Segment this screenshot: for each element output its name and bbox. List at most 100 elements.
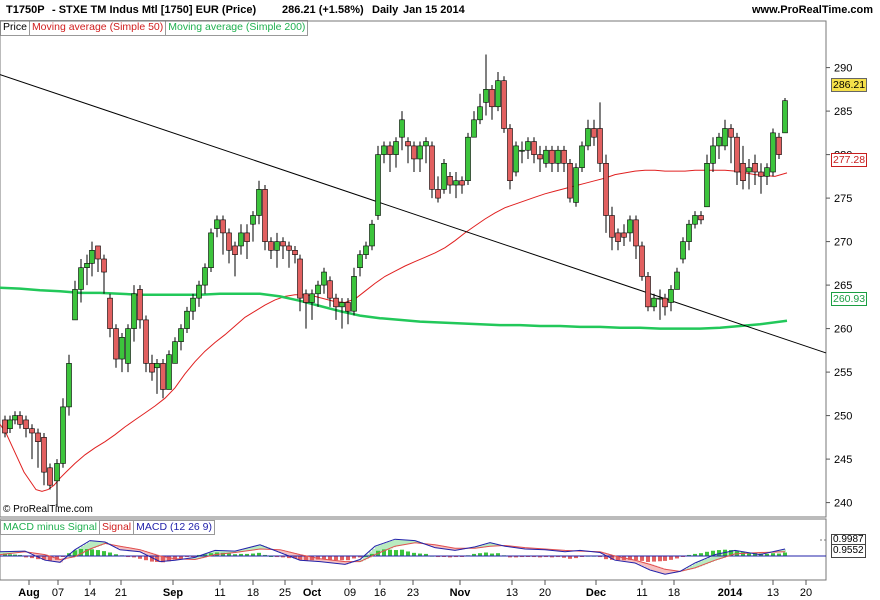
legend-ma50[interactable]: Moving average (Simple 50) [30, 21, 167, 35]
macd-histogram-bar [532, 556, 536, 558]
legend-price[interactable]: Price [1, 21, 30, 35]
macd-histogram-bar [293, 556, 297, 559]
candle [579, 141, 585, 172]
candle [321, 267, 327, 294]
macd-fill [225, 550, 228, 554]
macd-fill [447, 546, 450, 550]
macd-histogram-bar [150, 556, 154, 562]
macd-fill [384, 543, 387, 551]
candle [238, 224, 244, 255]
macd-fill [489, 542, 492, 547]
macd-histogram-bar [18, 554, 22, 556]
macd-histogram-bar [634, 556, 638, 561]
candle-body [453, 180, 459, 186]
macd-fill [3, 551, 6, 555]
macd-fill [435, 544, 438, 548]
candle-body [131, 293, 137, 329]
macd-histogram-bar [173, 556, 177, 560]
macd-fill [663, 568, 666, 574]
candle-body [704, 163, 710, 208]
macd-fill [666, 569, 669, 575]
y-tick-label: 290 [834, 63, 852, 75]
macd-histogram-bar [161, 556, 165, 563]
macd-histogram-bar [155, 556, 159, 562]
macd-fill [651, 564, 654, 571]
candle [393, 137, 399, 168]
macd-histogram-bar [304, 556, 308, 561]
macd-fill [147, 551, 150, 556]
macd-fill [333, 560, 336, 564]
macd-fill [708, 557, 711, 563]
macd-histogram-bar [79, 549, 83, 556]
macd-fill [336, 560, 339, 564]
candle-body [393, 141, 399, 155]
candle [250, 211, 256, 242]
macd-histogram-bar [574, 556, 578, 559]
macd-histogram-bar [520, 556, 524, 558]
macd-fill [6, 551, 9, 555]
macd-fill [276, 549, 279, 552]
legend-macd-signal[interactable]: Signal [100, 521, 135, 534]
timeframe-label: Daily [372, 4, 399, 16]
macd-fill [411, 540, 414, 544]
candle-body [567, 163, 573, 199]
candle-body [41, 437, 47, 473]
macd-fill [705, 558, 708, 565]
macd-histogram-bar [652, 556, 656, 562]
candle-body [268, 241, 274, 251]
macd-fill [456, 548, 459, 551]
candle [72, 280, 78, 321]
candle [60, 398, 66, 468]
candle-body [621, 232, 627, 238]
candle [698, 211, 704, 225]
macd-fill [441, 545, 444, 549]
x-tick-label: 23 [407, 587, 419, 599]
candle [339, 298, 345, 329]
candle [531, 137, 537, 164]
macd-histogram-bar [604, 556, 608, 560]
candle-body [327, 280, 333, 299]
candle-body [125, 328, 131, 364]
candle-body [351, 276, 357, 312]
macd-fill [84, 544, 87, 553]
macd-fill [378, 545, 381, 554]
ma50-line [0, 169, 788, 492]
macd-fill [261, 545, 264, 550]
x-tick-label: 11 [214, 587, 225, 599]
macd-histogram-bar [771, 553, 775, 556]
macd-histogram-bar [8, 554, 12, 556]
candle-body [387, 145, 393, 155]
macd-histogram-bar [13, 554, 17, 556]
macd-histogram-bar [496, 553, 500, 556]
candle-body [435, 189, 441, 199]
candle [621, 224, 627, 246]
macd-histogram-bar [203, 554, 207, 556]
legend-macd-line[interactable]: MACD (12 26 9) [136, 521, 213, 533]
candle-body [782, 100, 788, 134]
macd-histogram-bar [729, 550, 733, 556]
legend-macd-hist[interactable]: MACD minus Signal [1, 521, 100, 534]
macd-fill [450, 547, 453, 550]
candle-body [226, 232, 232, 251]
macd-fill [123, 546, 126, 551]
macd-histogram-bar [352, 556, 356, 559]
legend-ma200[interactable]: Moving average (Simple 200) [168, 21, 306, 33]
site-url[interactable]: www.ProRealTime.com [751, 4, 873, 16]
candle [274, 232, 280, 268]
macd-indicator [0, 538, 826, 575]
candle-body [60, 406, 66, 464]
macd-histogram-bar [544, 556, 548, 558]
candle [609, 206, 615, 251]
macd-fill [264, 546, 267, 550]
y-tick-label: 265 [834, 280, 852, 292]
candle-body [639, 245, 645, 277]
candle-body [232, 245, 238, 255]
y-tick-label: 240 [834, 498, 852, 510]
y-tick-label: 245 [834, 454, 852, 466]
candle-body [513, 145, 519, 173]
macd-histogram-bar [568, 556, 572, 559]
macd-fill [219, 550, 222, 555]
macd-fill [90, 540, 93, 550]
candle-body [734, 136, 740, 173]
